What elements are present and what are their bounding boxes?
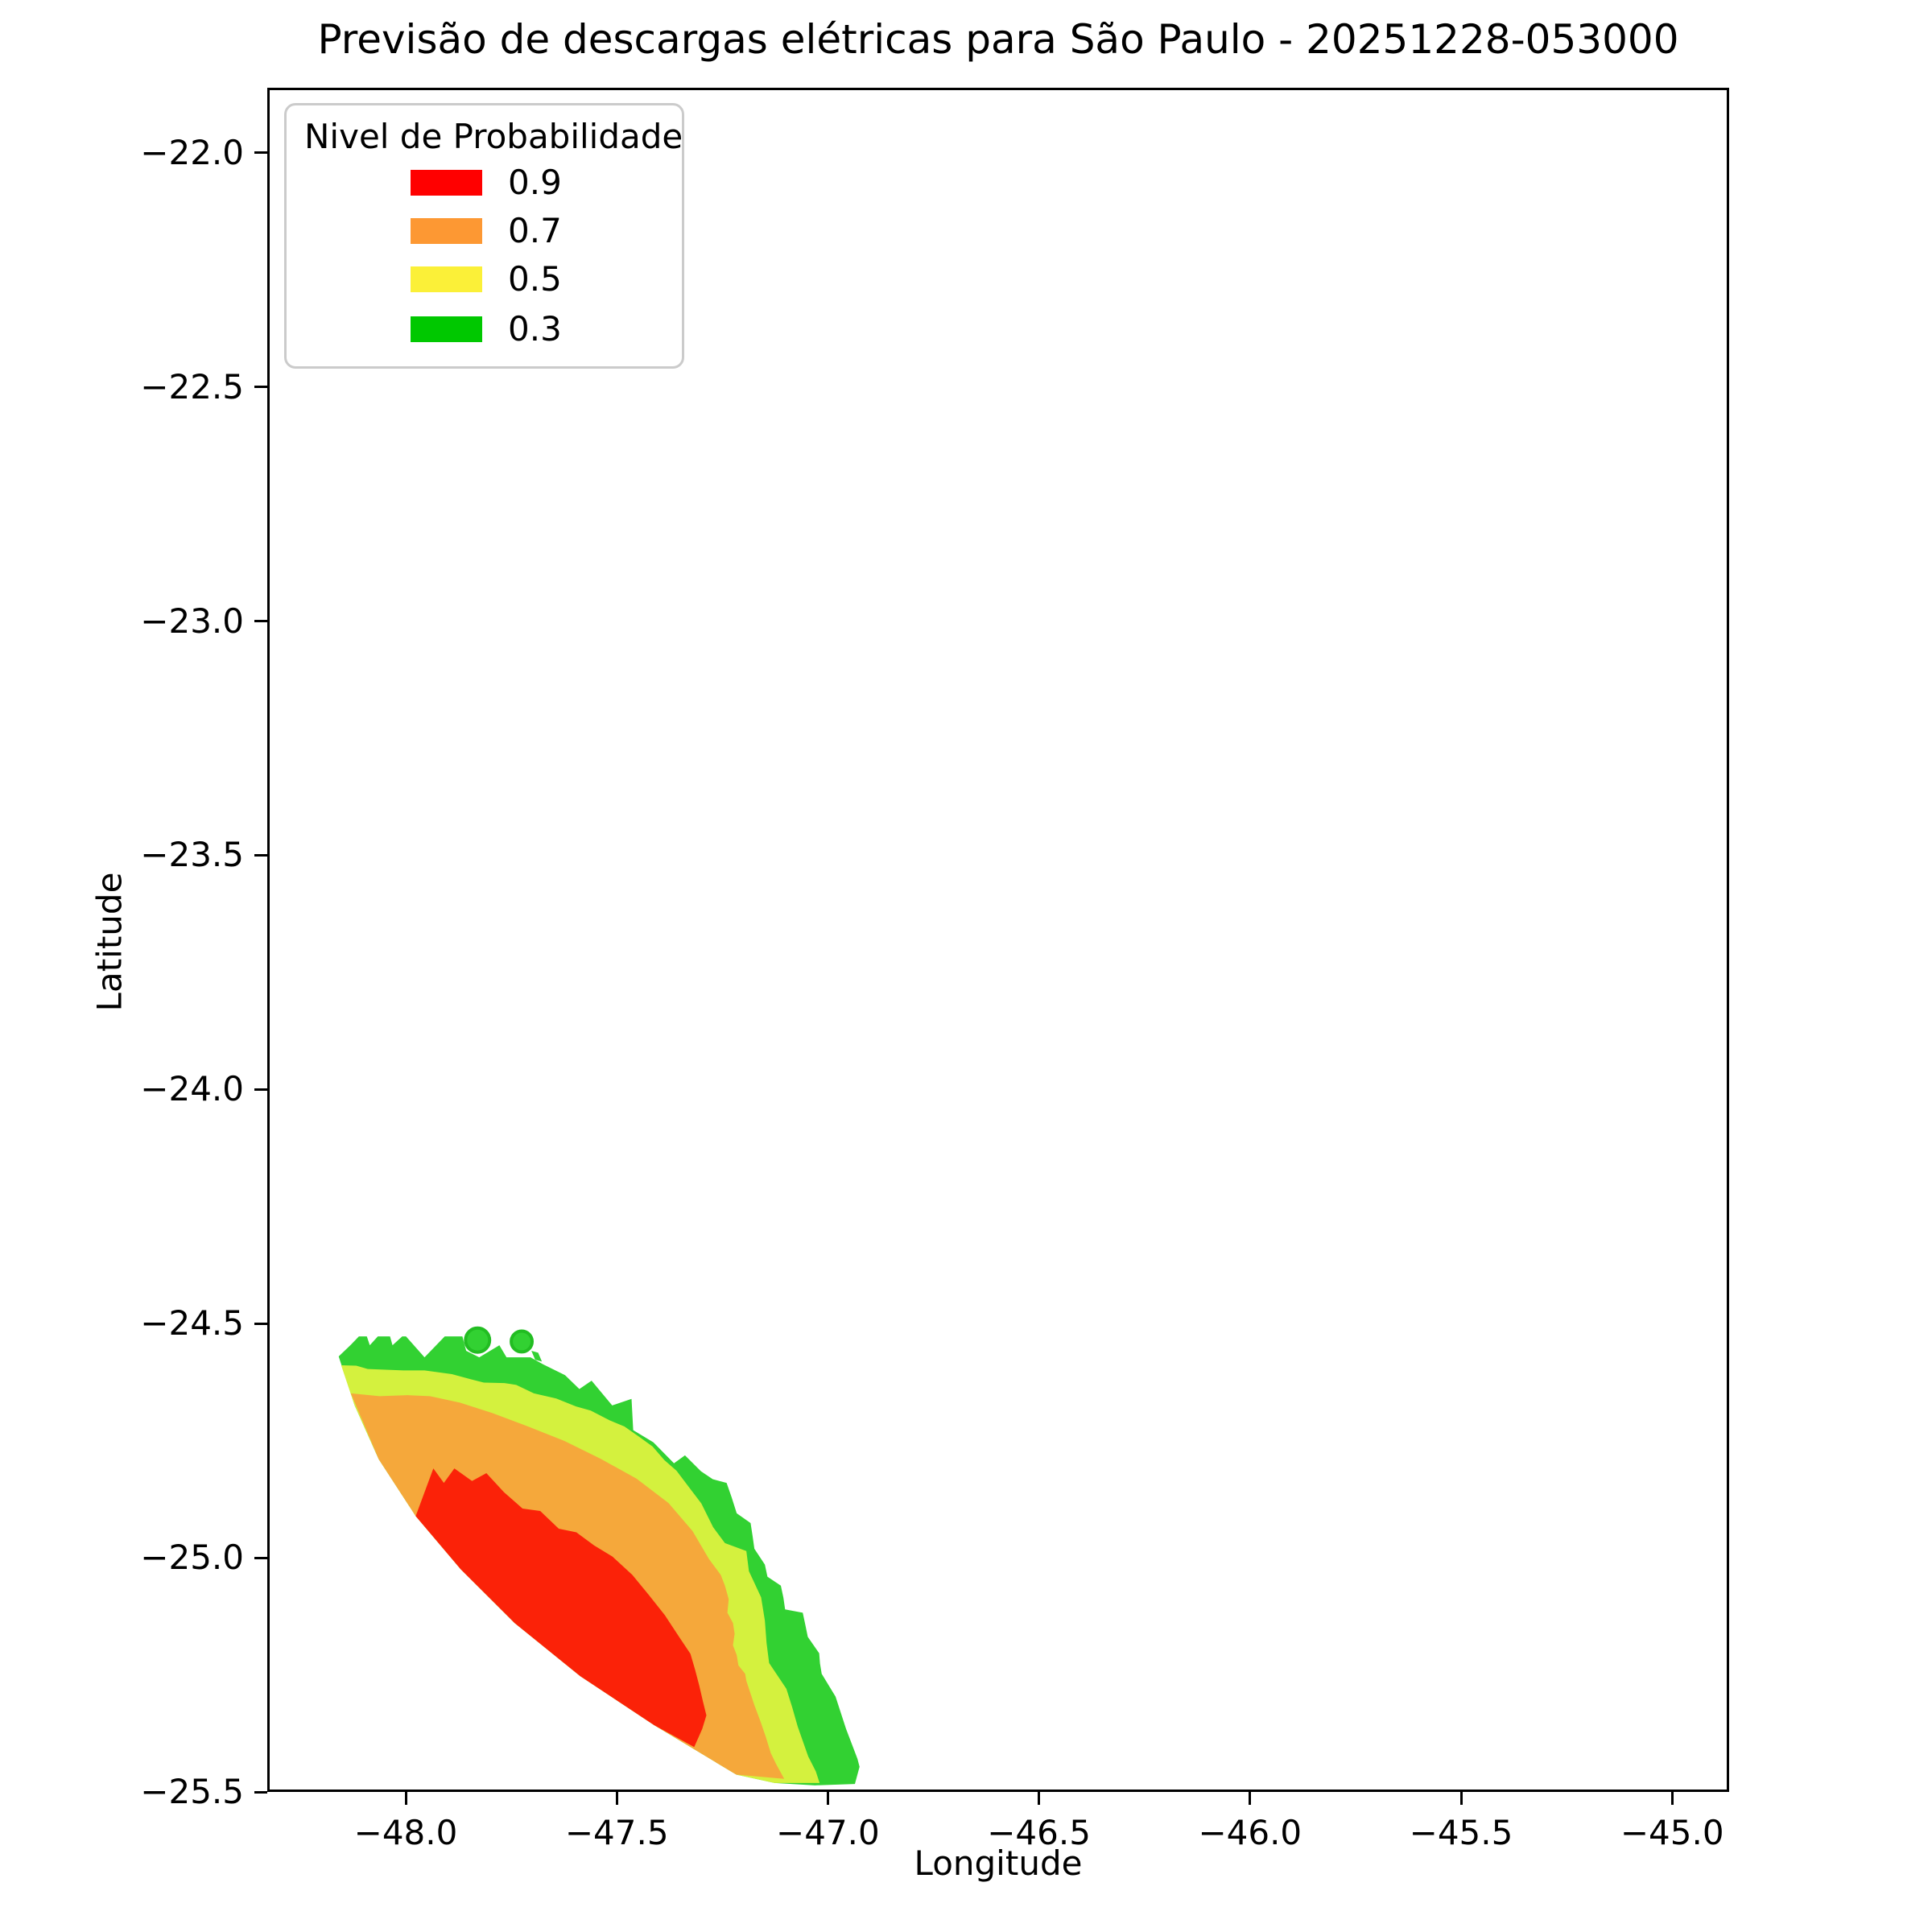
y-tick-mark-1	[254, 386, 267, 389]
x-tick-mark-5	[1459, 1792, 1463, 1805]
y-tick-label-5: −24.5	[140, 1303, 244, 1344]
legend-title: Nivel de Probabilidade	[304, 117, 683, 156]
y-axis-label: Latitude	[89, 872, 130, 1012]
x-tick-mark-0	[404, 1792, 407, 1805]
y-tick-label-7: −25.5	[140, 1772, 244, 1811]
y-tick-label-0: −22.0	[140, 132, 244, 172]
y-tick-mark-2	[254, 620, 267, 623]
y-tick-label-2: −23.0	[140, 601, 244, 641]
x-axis-label: Longitude	[914, 1843, 1083, 1883]
y-tick-label-4: −24.0	[140, 1069, 244, 1109]
legend: Nivel de Probabilidade 0.9 0.7 0.5 0.3	[284, 103, 684, 369]
x-tick-label-0: −48.0	[353, 1813, 458, 1852]
y-tick-mark-7	[254, 1790, 267, 1794]
y-tick-mark-3	[254, 853, 267, 857]
x-tick-label-2: −47.0	[776, 1813, 880, 1852]
strike-marker-dash-2	[531, 1351, 543, 1362]
y-tick-label-6: −25.0	[140, 1538, 244, 1578]
y-tick-mark-4	[254, 1088, 267, 1091]
x-tick-label-1: −47.5	[564, 1813, 669, 1852]
legend-swatch-0.3	[411, 316, 482, 342]
x-tick-mark-1	[615, 1792, 618, 1805]
x-tick-mark-2	[826, 1792, 829, 1805]
legend-label-1: 0.7	[508, 211, 562, 250]
y-tick-mark-0	[254, 151, 267, 155]
legend-label-2: 0.5	[508, 259, 562, 299]
x-tick-mark-6	[1670, 1792, 1674, 1805]
x-tick-label-4: −46.0	[1198, 1813, 1302, 1852]
plot-area	[267, 88, 1729, 1792]
legend-label-3: 0.3	[508, 309, 562, 349]
y-tick-mark-5	[254, 1322, 267, 1325]
legend-label-0: 0.9	[508, 163, 562, 202]
y-tick-mark-6	[254, 1556, 267, 1559]
legend-swatch-0.9	[411, 170, 482, 196]
contour-region-0.9	[415, 1468, 707, 1748]
strike-marker-circle-0	[464, 1326, 492, 1354]
strike-marker-circle-1	[510, 1329, 535, 1354]
x-tick-mark-4	[1249, 1792, 1252, 1805]
x-tick-label-6: −45.0	[1620, 1813, 1724, 1852]
x-tick-label-3: −46.5	[987, 1813, 1091, 1852]
legend-swatch-0.7	[411, 218, 482, 244]
chart-title: Previsão de descargas elétricas para São…	[317, 16, 1679, 63]
x-tick-mark-3	[1038, 1792, 1041, 1805]
legend-row-0.9: 0.9	[411, 166, 562, 200]
x-tick-label-5: −45.5	[1409, 1813, 1513, 1852]
legend-row-0.7: 0.7	[411, 214, 562, 248]
legend-row-0.5: 0.5	[411, 262, 562, 296]
legend-row-0.3: 0.3	[411, 312, 562, 346]
y-tick-label-1: −22.5	[140, 366, 244, 407]
y-tick-label-3: −23.5	[140, 835, 244, 875]
contour-plot	[338, 1326, 860, 1785]
legend-swatch-0.5	[411, 266, 482, 292]
